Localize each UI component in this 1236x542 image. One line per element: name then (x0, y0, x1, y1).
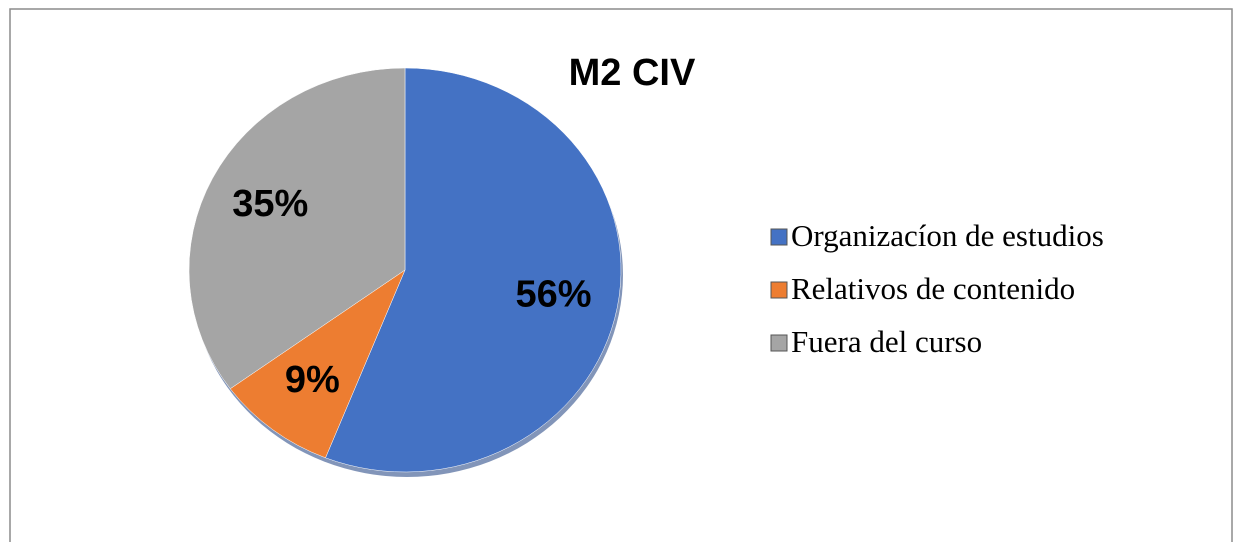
legend-label: Organizacíon de estudios (791, 218, 1104, 253)
data-label: 9% (285, 359, 340, 401)
legend-label: Relativos de contenido (791, 271, 1075, 306)
data-label: 35% (232, 183, 308, 225)
legend-swatch (770, 228, 788, 246)
data-label: 56% (515, 274, 591, 316)
legend-swatch (770, 334, 788, 352)
pie-slice (188, 67, 406, 390)
legend-label: Fuera del curso (791, 324, 982, 359)
pie-slice (325, 67, 622, 473)
legend-swatch (770, 281, 788, 299)
chart-title: M2 CIV (569, 52, 696, 94)
pie-slice (229, 269, 406, 459)
chart-frame (9, 8, 1233, 542)
